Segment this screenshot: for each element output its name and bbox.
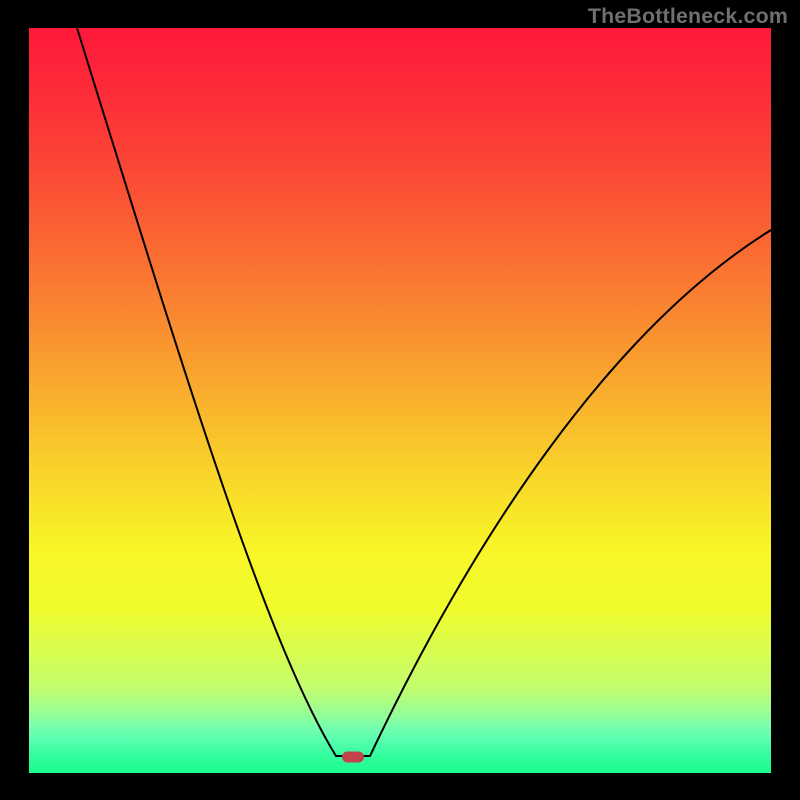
- watermark-text: TheBottleneck.com: [588, 4, 788, 29]
- bottleneck-chart: [0, 0, 800, 800]
- minimum-marker: [342, 752, 364, 763]
- gradient-plot-area: [29, 28, 771, 773]
